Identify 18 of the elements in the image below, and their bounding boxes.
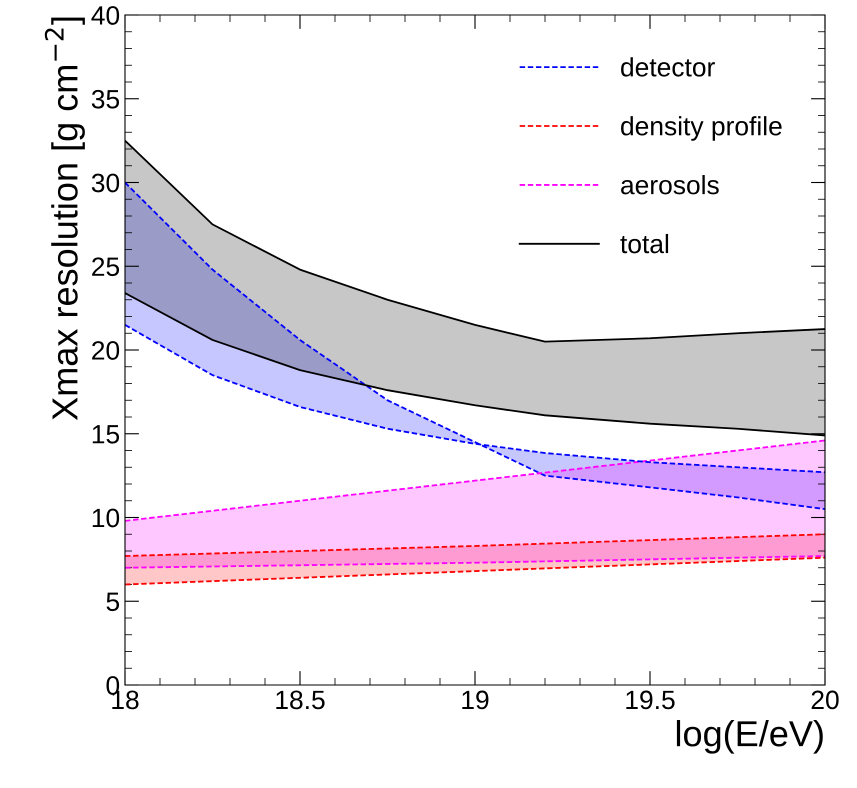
- y-tick-label: 5: [106, 592, 120, 612]
- x-tick-label: 20: [812, 690, 839, 710]
- y-axis-title: Xmax resolution [g cm$^{−2}$]: [44, 18, 85, 420]
- x-tick-label: 18.5: [276, 690, 325, 710]
- y-tick-label: 30: [92, 174, 120, 192]
- legend-label: aerosols: [621, 175, 719, 194]
- y-tick-label: 35: [92, 90, 120, 109]
- x-tick-label: 19: [462, 690, 488, 710]
- y-tick-label: 40: [91, 6, 120, 25]
- legend-label: density profile: [621, 116, 782, 141]
- x-axis-title: log(E/eV): [676, 720, 823, 754]
- y-tick-label: 25: [92, 257, 120, 276]
- y-tick-label: 10: [92, 508, 120, 528]
- y-tick-label: 15: [92, 425, 120, 444]
- y-tick-label: 20: [92, 341, 120, 360]
- legend-label: detector: [621, 57, 715, 77]
- legend-label: total: [620, 234, 668, 254]
- x-tick-label: 19.5: [626, 690, 675, 710]
